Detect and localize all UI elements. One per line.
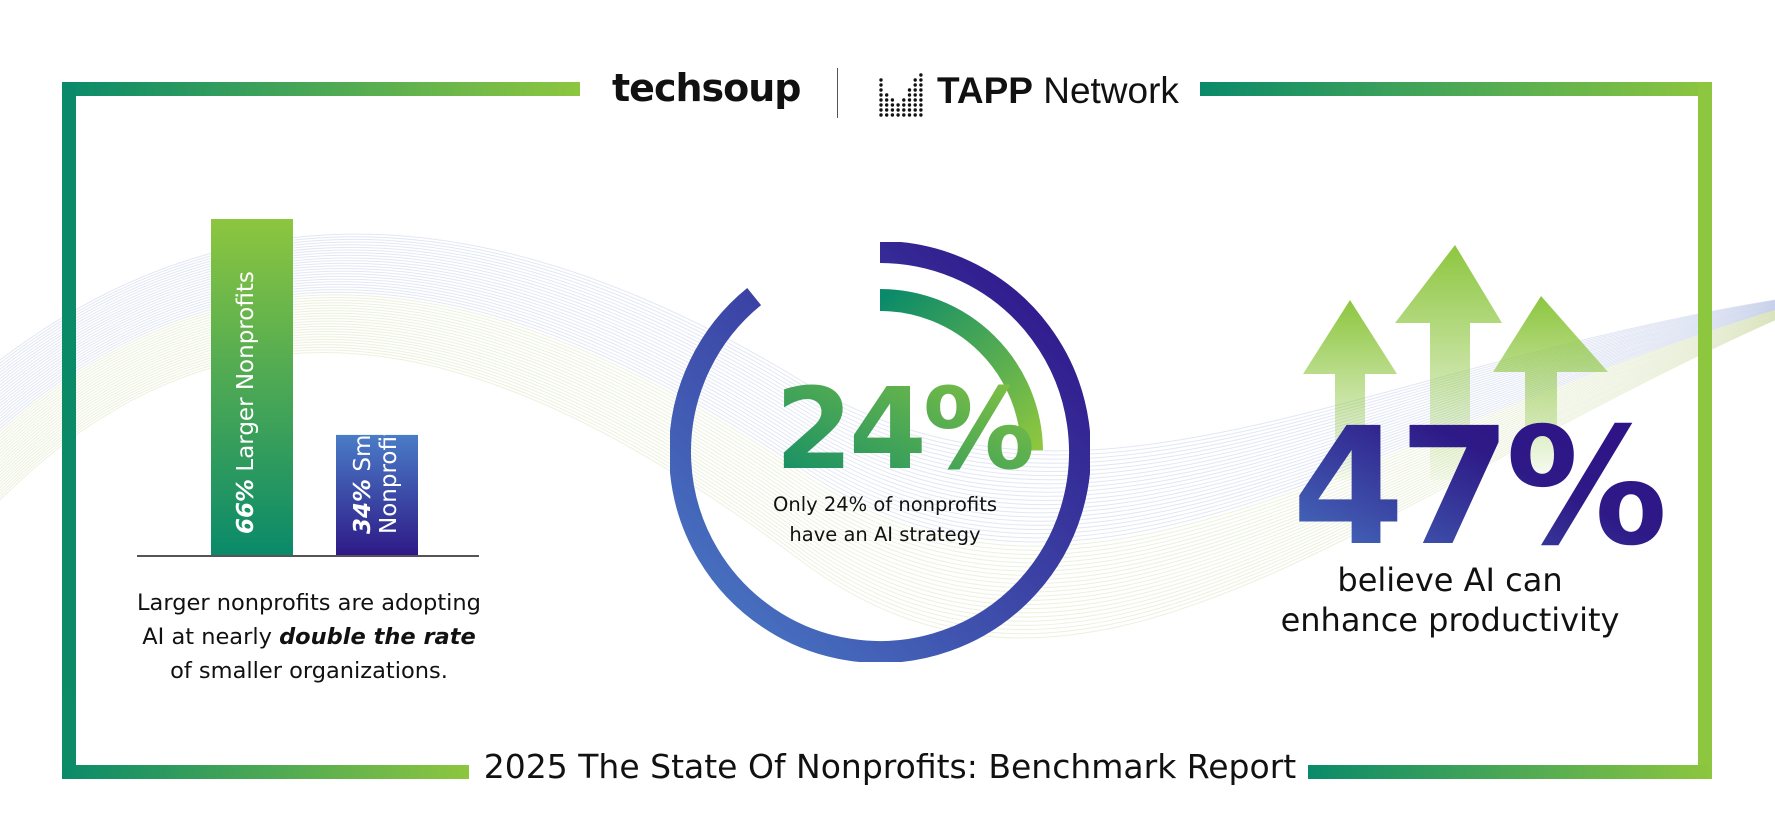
bar-text-larger: Larger Nonprofits	[233, 271, 259, 472]
donut-outer-ring	[670, 242, 1090, 662]
stat-47-text: 47%	[1292, 394, 1669, 582]
tapp-logo-icon	[879, 73, 923, 117]
stat-24-caption-line1: Only 24% of nonprofits	[772, 493, 998, 516]
stat-47-caption: believe AI can enhance productivity	[1250, 560, 1650, 640]
left-caption-line2: AI at nearly double the rate	[118, 620, 500, 654]
arrow-left	[1303, 300, 1397, 480]
tapp-logo-regular: Network	[1032, 70, 1179, 111]
up-arrows-icon	[1303, 245, 1608, 480]
techsoup-logo: techsoup	[612, 66, 801, 110]
left-caption-line1: Larger nonprofits are adopting	[137, 590, 481, 616]
left-caption: Larger nonprofits are adopting AI at nea…	[118, 586, 500, 688]
arrow-right	[1493, 296, 1608, 480]
svg-text:47%: 47%	[1292, 394, 1663, 582]
chart-baseline	[137, 555, 479, 557]
stat-24-percent: 24%	[775, 365, 1036, 499]
bar-percent-smaller: 34%	[350, 478, 376, 534]
stat-24-text: 24%	[775, 365, 1036, 495]
left-caption-line2-pre: AI at nearly	[142, 624, 280, 650]
svg-text:24%: 24%	[775, 365, 1032, 495]
donut-inner-arc	[879, 289, 1043, 451]
bar-text-smaller-1: Smaller	[350, 384, 376, 472]
arrow-middle	[1395, 245, 1502, 480]
donut-chart	[670, 242, 1090, 662]
left-caption-line3: of smaller organizations.	[170, 658, 448, 684]
bar-label-larger: 66% Larger Nonprofits	[233, 271, 259, 534]
logo-divider	[837, 68, 838, 118]
stat-47-percent: 47%	[1292, 394, 1669, 590]
report-title: 2025 The State Of Nonprofits: Benchmark …	[483, 747, 1297, 786]
bar-text-smaller-2: Nonprofits	[376, 415, 402, 534]
tapp-logo-bold: TAPP	[937, 70, 1033, 111]
bar-label-smaller: 34% Smaller Nonprofits	[350, 384, 402, 534]
tapp-network-logo: TAPP Network	[937, 70, 1179, 112]
left-caption-emphasis: double the rate	[279, 624, 476, 650]
stat-47-caption-line1: believe AI can	[1337, 561, 1563, 599]
stat-24-caption: Only 24% of nonprofits have an AI strate…	[755, 490, 1015, 550]
bar-percent-larger: 66%	[233, 478, 259, 534]
stat-24-caption-line2: have an AI strategy	[789, 523, 981, 546]
stat-47-caption-line2: enhance productivity	[1280, 601, 1620, 639]
